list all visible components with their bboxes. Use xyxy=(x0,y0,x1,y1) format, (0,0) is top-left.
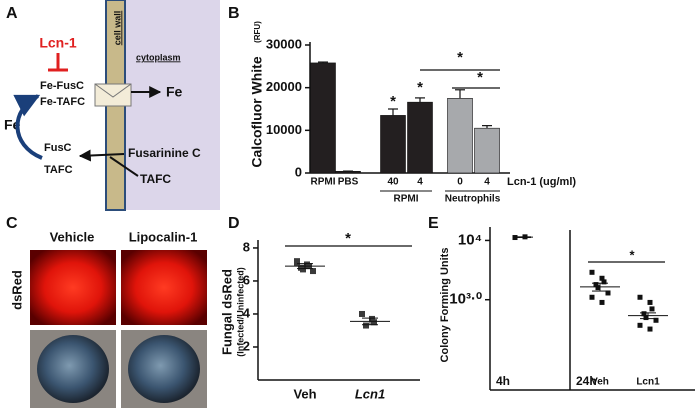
data-point xyxy=(637,294,643,300)
iron-label: Fe xyxy=(166,84,183,100)
siderophore-label: TAFC xyxy=(44,164,73,176)
x-axis-title: Lcn-1 (ug/ml) xyxy=(507,176,576,188)
data-point xyxy=(589,294,595,300)
y-tick-label: 2 xyxy=(243,338,250,353)
bar xyxy=(407,101,433,174)
y-axis-title: Calcofluor White xyxy=(249,56,265,167)
panel-c: C Vehicle Lipocalin-1 dsRed xyxy=(6,215,207,408)
x-tick-label: 0 xyxy=(457,177,463,188)
y-tick-label: 4 xyxy=(243,305,251,320)
data-point xyxy=(637,322,643,328)
inhibitor-label: Lcn-1 xyxy=(39,35,77,51)
panel-label: C xyxy=(6,215,18,232)
y-tick-label: 10⁴ xyxy=(458,231,482,248)
x-tick-label: 4 xyxy=(484,177,490,188)
data-point xyxy=(310,268,316,275)
time-label: 4h xyxy=(496,374,510,388)
panel-label: B xyxy=(228,5,240,22)
fluorescence-image xyxy=(121,250,207,325)
data-point xyxy=(643,315,649,321)
x-tick-label: 40 xyxy=(387,177,399,188)
fluorescence-image xyxy=(30,250,116,325)
complex-label: Fe-TAFC xyxy=(40,96,85,108)
bar xyxy=(447,98,473,174)
x-tick-label: PBS xyxy=(338,177,359,188)
bar xyxy=(310,62,336,174)
y-tick-label: 20000 xyxy=(266,79,302,94)
y-tick-label: 8 xyxy=(243,239,250,254)
data-point xyxy=(300,266,306,273)
column-label: Vehicle xyxy=(50,229,95,244)
complex-label: Fe-FusC xyxy=(40,80,84,92)
y-axis-title: Colony Forming Units xyxy=(439,248,451,363)
data-point xyxy=(647,299,653,305)
panel-a: A cell wall cytoplasm Lcn-1 Fe-FusC Fe-T… xyxy=(4,0,220,211)
y-tick-label: 0 xyxy=(295,164,302,179)
x-tick-label: Veh xyxy=(293,386,316,401)
transporter xyxy=(94,83,132,107)
significance: * xyxy=(390,93,396,110)
y-axis-unit: (Infected/Uninfected) xyxy=(235,267,245,357)
data-point xyxy=(371,319,377,326)
transporter-flap xyxy=(94,83,132,98)
data-point xyxy=(649,306,655,312)
x-tick-label: Lcn1 xyxy=(355,386,385,401)
column-label: Lipocalin-1 xyxy=(129,229,198,244)
group-label: Neutrophils xyxy=(445,194,501,205)
data-point xyxy=(294,259,300,266)
significance: * xyxy=(345,230,351,247)
secretion-line xyxy=(109,156,139,177)
siderophore-label: FusC xyxy=(44,142,72,154)
data-point xyxy=(647,326,653,332)
row-label: dsRed xyxy=(9,270,24,310)
panel-label: E xyxy=(428,215,439,232)
cytoplasm-region xyxy=(125,0,220,210)
bar xyxy=(380,115,406,174)
secreted-label: Fusarinine C xyxy=(128,146,201,160)
data-point xyxy=(593,282,599,288)
time-label: 24h xyxy=(576,374,597,388)
group-label: RPMI xyxy=(394,194,419,205)
panel-label: D xyxy=(228,215,240,232)
x-tick-label: Veh xyxy=(591,377,609,388)
secreted-label: TAFC xyxy=(140,172,171,186)
data-point xyxy=(599,275,605,281)
data-point xyxy=(605,290,611,296)
data-point xyxy=(359,310,365,317)
y-tick-label: 10000 xyxy=(266,122,302,137)
eye xyxy=(128,335,200,403)
cytoplasm-label: cytoplasm xyxy=(136,52,181,62)
data-point xyxy=(595,285,601,291)
y-tick-label: 6 xyxy=(243,272,250,287)
y-axis-unit: (RFU) xyxy=(253,21,262,43)
data-point xyxy=(599,299,605,305)
bar xyxy=(474,127,500,174)
panel-label: A xyxy=(6,5,18,22)
data-point xyxy=(601,279,607,285)
eye xyxy=(37,335,109,403)
x-tick-label: Lcn1 xyxy=(636,377,660,388)
y-tick-label: 30000 xyxy=(266,36,302,51)
data-point xyxy=(653,317,659,323)
significance: * xyxy=(417,79,423,96)
data-point xyxy=(589,269,595,275)
y-tick-label: 10³·⁰ xyxy=(449,291,482,308)
significance: * xyxy=(477,69,483,86)
data-point xyxy=(363,322,369,329)
chelation-arrow xyxy=(13,94,43,160)
charts: 0 10000 20000 30000 B Calcofluor White (RFU) RP… xyxy=(219,5,695,401)
x-tick-label: 4 xyxy=(417,177,423,188)
significance: * xyxy=(629,247,635,262)
data-point xyxy=(369,315,375,322)
cell-wall-label: cell wall xyxy=(112,11,122,46)
y-axis-title: Fungal dsRed xyxy=(219,269,234,355)
data-point xyxy=(641,311,647,317)
x-tick-label: RPMI xyxy=(311,177,336,188)
secretion-arrow xyxy=(78,149,125,162)
significance: * xyxy=(457,49,463,66)
